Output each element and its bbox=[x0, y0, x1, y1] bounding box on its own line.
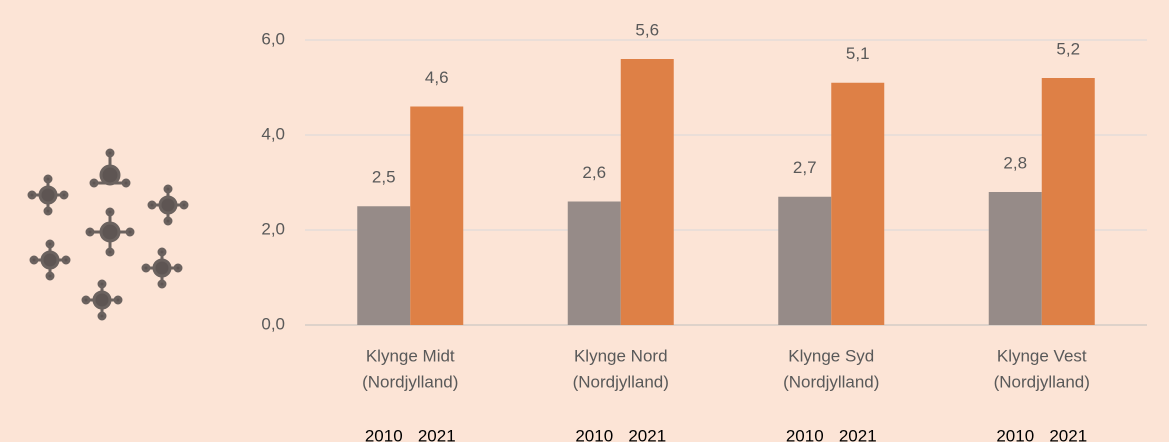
series-label: 2010 bbox=[996, 426, 1034, 442]
x-tick-label: Klynge Syd bbox=[788, 346, 874, 365]
series-label: 2010 bbox=[365, 426, 403, 442]
x-tick-label: Klynge Midt bbox=[366, 346, 455, 365]
series-label: 2010 bbox=[575, 426, 613, 442]
x-tick-label: Klynge Nord bbox=[574, 346, 668, 365]
bar bbox=[620, 59, 674, 325]
data-label: 5,6 bbox=[635, 20, 659, 39]
bar bbox=[831, 82, 885, 325]
series-label: 2021 bbox=[1049, 426, 1087, 442]
x-tick-label: Klynge Vest bbox=[997, 346, 1087, 365]
x-tick-label: (Nordjylland) bbox=[994, 372, 1090, 391]
x-tick-label: (Nordjylland) bbox=[783, 372, 879, 391]
x-tick-label: (Nordjylland) bbox=[362, 372, 458, 391]
series-label: 2021 bbox=[628, 426, 666, 442]
bar bbox=[1041, 78, 1095, 325]
data-label: 2,5 bbox=[372, 168, 396, 187]
molecule-icon bbox=[27, 148, 189, 321]
series-label: 2021 bbox=[418, 426, 456, 442]
y-tick-label: 0,0 bbox=[261, 314, 285, 333]
bar bbox=[567, 201, 621, 325]
bar bbox=[988, 192, 1042, 325]
bar bbox=[778, 196, 832, 325]
y-tick-label: 4,0 bbox=[261, 124, 285, 143]
y-tick-label: 6,0 bbox=[261, 29, 285, 48]
bar bbox=[410, 106, 464, 325]
series-label: 2010 bbox=[786, 426, 824, 442]
data-label: 2,6 bbox=[582, 163, 606, 182]
data-label: 4,6 bbox=[425, 68, 449, 87]
y-tick-label: 2,0 bbox=[261, 219, 285, 238]
data-label: 2,7 bbox=[793, 158, 817, 177]
bar bbox=[357, 206, 411, 325]
data-label: 5,1 bbox=[846, 44, 870, 63]
data-label: 2,8 bbox=[1003, 153, 1027, 172]
data-label: 5,2 bbox=[1056, 39, 1080, 58]
x-tick-label: (Nordjylland) bbox=[573, 372, 669, 391]
series-label: 2021 bbox=[839, 426, 877, 442]
